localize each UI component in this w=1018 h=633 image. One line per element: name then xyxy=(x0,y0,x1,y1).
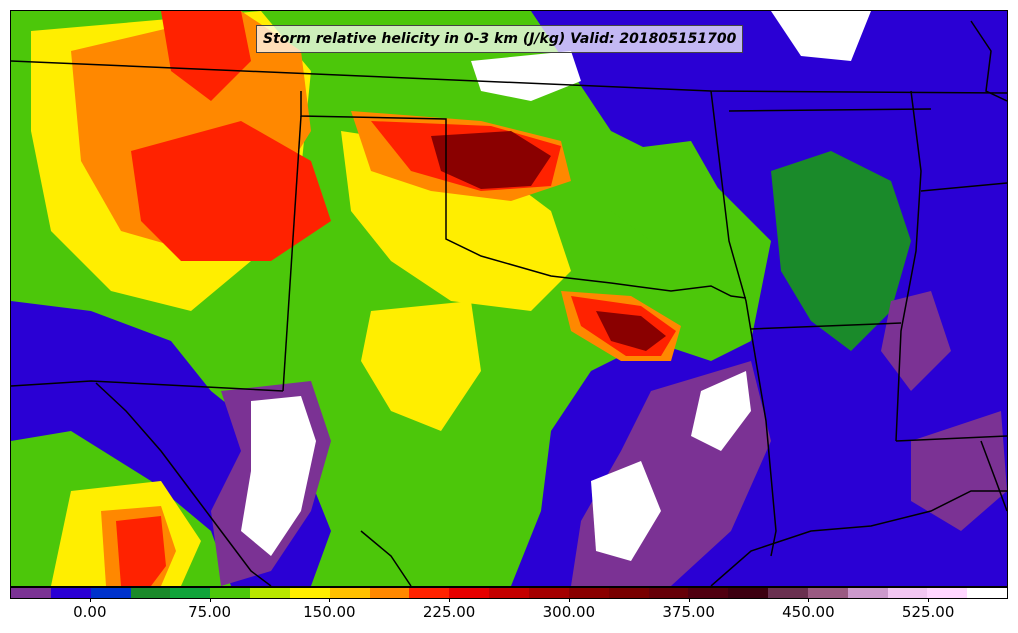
state-borders xyxy=(11,20,1007,586)
colorbar-tick-label: 75.00 xyxy=(188,603,232,621)
colorbar-ticks: 0.00 75.00 150.00 225.00 300.00 375.00 450.00 5… xyxy=(10,598,1008,630)
colorbar-bin xyxy=(648,588,689,598)
border-ms-river xyxy=(895,90,922,442)
colorbar-bin xyxy=(927,588,968,598)
colorbar-tick-label: 300.00 xyxy=(542,603,596,621)
colorbar-tick-mark xyxy=(808,598,810,602)
field-white-2 xyxy=(591,461,661,561)
field-red-north xyxy=(131,121,331,261)
border-east-south xyxy=(980,440,1007,512)
colorbar-bin xyxy=(528,588,569,598)
field-white-4 xyxy=(471,51,581,101)
colorbar-tick-mark xyxy=(89,598,91,602)
colorbar-bin xyxy=(11,588,51,598)
colorbar-bin xyxy=(807,588,848,598)
colorbar-bin xyxy=(90,588,131,598)
colorbar-bin xyxy=(289,588,330,598)
border-ok-east xyxy=(710,90,752,332)
field-purple-3 xyxy=(881,291,951,391)
colorbar-bin xyxy=(887,588,928,598)
colorbar-bin xyxy=(170,588,211,598)
border-ar-south xyxy=(750,322,902,330)
field-red-sw xyxy=(116,516,166,586)
colorbar-tick-label: 450.00 xyxy=(782,603,835,621)
helicity-map xyxy=(11,11,1007,586)
colorbar-tick-mark xyxy=(928,598,930,602)
colorbar-tick-label: 150.00 xyxy=(303,603,356,621)
field-darkgreen-east xyxy=(771,151,911,351)
border-ok-north xyxy=(300,91,747,299)
colorbar-tick-mark xyxy=(688,598,690,602)
colorbar-tick-label: 0.00 xyxy=(73,603,107,621)
colorbar-bin xyxy=(409,588,450,598)
border-ms-al xyxy=(895,435,1007,442)
field-red-top xyxy=(161,11,251,101)
colorbar-bin xyxy=(130,588,171,598)
colorbar-bin xyxy=(847,588,888,598)
field-purple-4 xyxy=(911,411,1007,531)
colorbar-bin xyxy=(449,588,490,598)
colorbar-bin xyxy=(369,588,410,598)
border-tx-coast xyxy=(360,530,412,586)
field-white-5 xyxy=(771,11,871,61)
field-darkred-ok xyxy=(431,131,551,189)
border-gulf-coast xyxy=(710,490,1007,586)
field-white-3 xyxy=(691,371,751,451)
colorbar-tick-mark xyxy=(568,598,570,602)
colorbar xyxy=(10,587,1008,599)
colorbar-bin xyxy=(329,588,370,598)
field-yellow-3 xyxy=(361,301,481,431)
colorbar-bin xyxy=(568,588,609,598)
colorbar-bin xyxy=(728,588,769,598)
colorbar-bin xyxy=(688,588,729,598)
colorbar-bin xyxy=(768,588,808,598)
field-darkred-redriver xyxy=(596,311,666,351)
colorbar-tick-label: 525.00 xyxy=(901,603,955,621)
colorbar-tick-label: 225.00 xyxy=(422,603,476,621)
map-title: Storm relative helicity in 0-3 km (J/kg)… xyxy=(256,25,744,53)
border-ks-mo xyxy=(728,108,932,112)
colorbar-tick-label: 375.00 xyxy=(662,603,715,621)
colorbar-bin xyxy=(250,588,290,598)
border-east-upper xyxy=(970,20,1007,102)
field-green-east xyxy=(611,141,731,251)
border-rio-grande xyxy=(95,382,272,586)
colorbar-bin xyxy=(967,588,1008,598)
colorbar-bin xyxy=(608,588,649,598)
colorbar-tick-mark xyxy=(449,598,451,602)
field-white-1 xyxy=(241,396,316,556)
colorbar-tick-mark xyxy=(329,598,331,602)
border-east-mid xyxy=(920,182,1007,192)
border-tx-west xyxy=(11,380,284,392)
colorbar-bin xyxy=(210,588,251,598)
colorbar-bin xyxy=(489,588,529,598)
colorbar-bin xyxy=(50,588,91,598)
colorbar-tick-mark xyxy=(209,598,211,602)
map-panel: Storm relative helicity in 0-3 km (J/kg)… xyxy=(10,10,1008,587)
border-nm-east xyxy=(282,115,302,392)
